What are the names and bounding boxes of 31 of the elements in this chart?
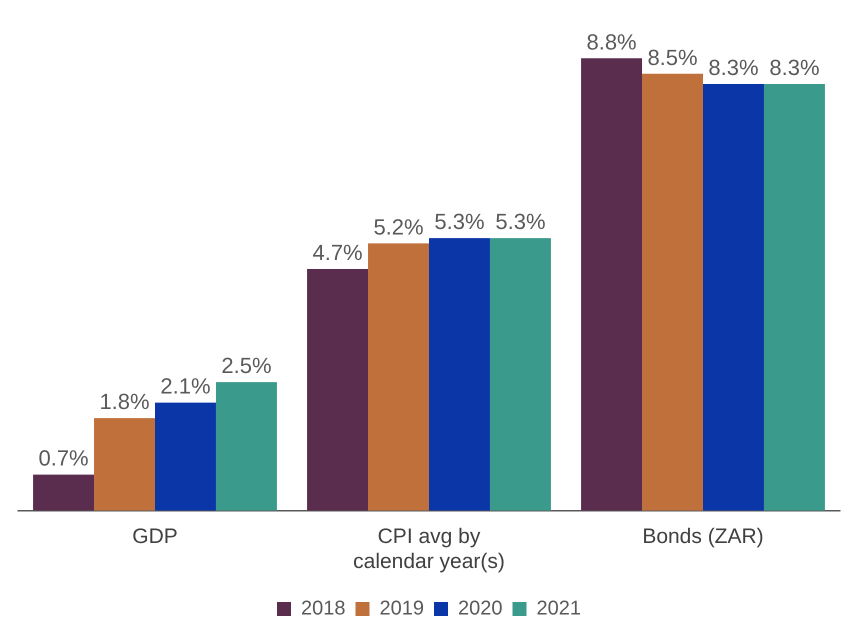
- data-label: 5.3%: [495, 209, 546, 234]
- data-label: 8.8%: [586, 29, 637, 54]
- bar: [94, 418, 155, 511]
- data-label: 2.5%: [221, 353, 272, 378]
- x-tick-label: GDP: [132, 524, 178, 548]
- x-tick-label: Bonds (ZAR): [642, 524, 764, 548]
- data-label: 1.8%: [99, 389, 150, 414]
- x-tick-label: CPI avg by calendar year(s): [353, 524, 505, 574]
- bar: [490, 238, 551, 511]
- bar: [642, 74, 703, 511]
- bar: [216, 382, 277, 511]
- bar: [764, 84, 825, 511]
- bar: [307, 269, 368, 511]
- data-label: 4.7%: [312, 240, 363, 266]
- bar: [33, 474, 94, 511]
- data-label: 8.3%: [708, 55, 759, 80]
- legend-label: 2018: [301, 598, 346, 620]
- data-label: 0.7%: [38, 446, 89, 471]
- bar: [368, 243, 429, 511]
- data-label: 2.1%: [160, 374, 211, 399]
- bar: [703, 84, 764, 511]
- bar: [429, 238, 490, 511]
- legend-label: 2020: [458, 598, 502, 620]
- legend-label: 2021: [536, 598, 581, 620]
- bar: [581, 58, 642, 511]
- bar: [155, 402, 216, 511]
- legend-label: 2019: [380, 598, 424, 620]
- data-label: 5.2%: [373, 214, 424, 240]
- data-label: 8.3%: [769, 55, 820, 80]
- data-label: 5.3%: [434, 209, 485, 234]
- data-label: 8.5%: [647, 44, 698, 70]
